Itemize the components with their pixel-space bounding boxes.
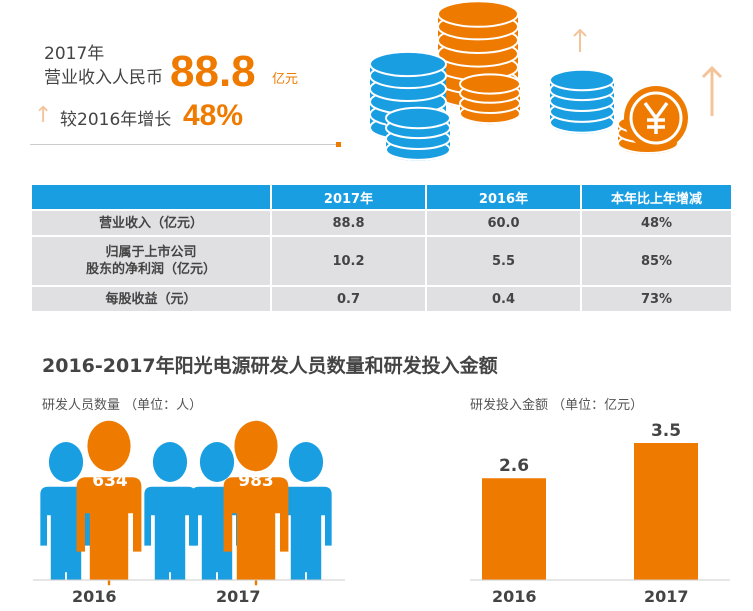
person-icon [48,442,84,482]
person-icon [223,477,289,586]
arrow-up-icon [573,28,587,37]
growth-label: 较2016年增长 [60,110,172,130]
person-icon [76,477,142,586]
revenue-value: 88.8 [170,47,256,96]
yen-coin-icon [629,91,683,145]
arrow-up-icon [701,65,723,79]
coin [437,0,519,28]
person-icon [288,442,324,482]
table-header: 2017年 2016年 本年比上年增减 [32,185,731,209]
section-title: 2016-2017年阳光电源研发人员数量和研发投入金额 [42,355,498,377]
financial-table: 2017年 2016年 本年比上年增减 营业收入（亿元） 88.8 60.0 4… [30,183,733,313]
person-icon [234,420,278,472]
revenue-label: 营业收入人民币 [44,68,163,88]
person-icon [199,442,235,482]
table-row: 营业收入（亿元） 88.8 60.0 48% [32,211,731,235]
growth-value: 48% [183,99,244,132]
person-icon [280,486,332,580]
person-icon [87,420,131,472]
revenue-unit: 亿元 [272,72,299,87]
yen-icon [643,101,669,134]
people-count-2017: 983 [238,471,274,491]
people-year-2016: 2016 [72,587,117,606]
chart-title: 研发投入金额 （单位：亿元） [470,398,644,413]
bar-2016 [482,478,546,580]
divider-dot [336,142,341,147]
people-subtitle: 研发人员数量 （单位：人） [42,398,203,413]
bar-label-2017: 3.5 [650,421,682,441]
x-tick-2017: 2017 [644,587,689,606]
people-count-2016: 634 [92,471,128,491]
person-icon [152,442,188,482]
table-row: 归属于上市公司 股东的净利润（亿元） 10.2 5.5 85% [32,237,731,285]
arrow-up-icon: ↑ [34,103,53,128]
coin [459,73,521,95]
coin [549,68,615,92]
x-tick-2016: 2016 [492,587,537,606]
coin [369,50,447,78]
coin [385,106,451,130]
person-icon [144,486,196,580]
year-label: 2017年 [44,44,105,64]
table-row: 每股收益（元） 0.7 0.4 73% [32,287,731,311]
divider [30,144,338,145]
bar-label-2016: 2.6 [498,456,530,477]
people-year-2017: 2017 [216,587,261,606]
bar-2017 [634,443,698,580]
